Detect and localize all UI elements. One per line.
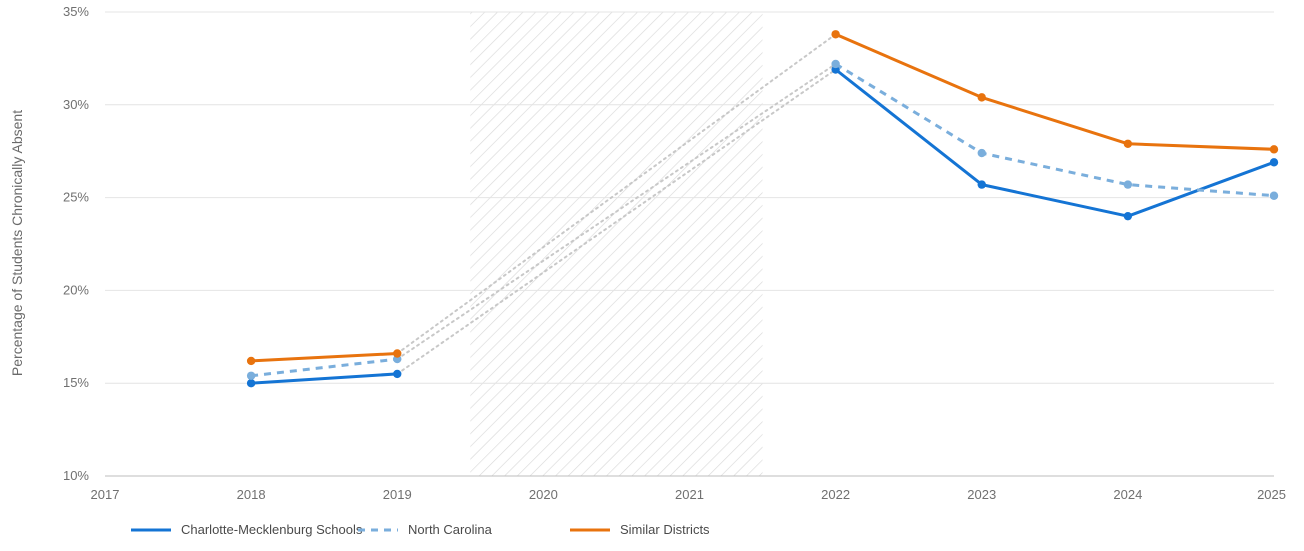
tick-layer: 10% 15% 20% 25% 30% 35% 2017 2018 2019 2020 2021 20…	[63, 4, 1286, 502]
y-tick-label: 15%	[63, 375, 89, 390]
x-tick-label: 2023	[967, 487, 996, 502]
data-point-similar-districts[interactable]	[246, 356, 256, 366]
x-tick-label: 2018	[237, 487, 266, 502]
gap-connector-layer	[396, 33, 837, 375]
data-point-charlotte-mecklenburg-schools[interactable]	[1123, 211, 1133, 221]
series-line-charlotte-mecklenburg-schools	[251, 372, 398, 385]
y-tick-label: 30%	[63, 97, 89, 112]
x-tick-label: 2021	[675, 487, 704, 502]
gap-connector-line	[396, 33, 837, 355]
data-point-north-carolina[interactable]	[977, 148, 986, 158]
y-tick-label: 20%	[63, 282, 89, 297]
y-tick-label: 10%	[63, 468, 89, 483]
y-tick-label: 35%	[63, 4, 89, 19]
series-line-north-carolina	[250, 357, 398, 378]
data-point-charlotte-mecklenburg-schools[interactable]	[1269, 158, 1279, 167]
data-point-similar-districts[interactable]	[393, 349, 402, 358]
x-tick-label: 2024	[1113, 487, 1142, 502]
x-tick-label: 2019	[383, 487, 412, 502]
legend: Charlotte-Mecklenburg Schools North Carol…	[131, 522, 710, 537]
series-line-similar-districts	[835, 32, 1275, 151]
data-point-north-carolina[interactable]	[831, 59, 840, 69]
x-tick-label: 2017	[91, 487, 120, 502]
data-point-similar-districts[interactable]	[977, 93, 986, 102]
data-point-similar-districts[interactable]	[1123, 139, 1133, 148]
gap-region-hatch	[470, 12, 763, 476]
legend-label-north-carolina: North Carolina	[408, 522, 493, 537]
series-layer	[246, 30, 1279, 388]
gap-connector-line	[396, 68, 837, 375]
data-point-charlotte-mecklenburg-schools[interactable]	[246, 379, 256, 388]
grid-layer	[105, 11, 1274, 477]
series-line-north-carolina	[834, 62, 1275, 198]
gap-connector-line	[396, 62, 837, 361]
y-tick-label: 25%	[63, 190, 89, 205]
legend-label-charlotte-mecklenburg-schools: Charlotte-Mecklenburg Schools	[181, 522, 363, 537]
x-tick-label: 2020	[529, 487, 558, 502]
data-point-similar-districts[interactable]	[1269, 145, 1279, 154]
x-tick-label: 2025	[1257, 487, 1286, 502]
legend-label-similar-districts: Similar Districts	[620, 522, 710, 537]
x-tick-label: 2022	[821, 487, 850, 502]
data-point-north-carolina[interactable]	[1123, 180, 1133, 189]
data-point-charlotte-mecklenburg-schools[interactable]	[977, 180, 986, 189]
series-line-charlotte-mecklenburg-schools	[834, 68, 1275, 218]
y-axis-title: Percentage of Students Chronically Absen…	[9, 110, 25, 376]
data-point-north-carolina[interactable]	[1269, 191, 1279, 200]
data-point-north-carolina[interactable]	[246, 371, 256, 380]
data-point-similar-districts[interactable]	[831, 30, 840, 39]
data-point-charlotte-mecklenburg-schools[interactable]	[393, 369, 402, 379]
gap-region-layer	[470, 12, 763, 476]
series-line-similar-districts	[251, 352, 398, 363]
